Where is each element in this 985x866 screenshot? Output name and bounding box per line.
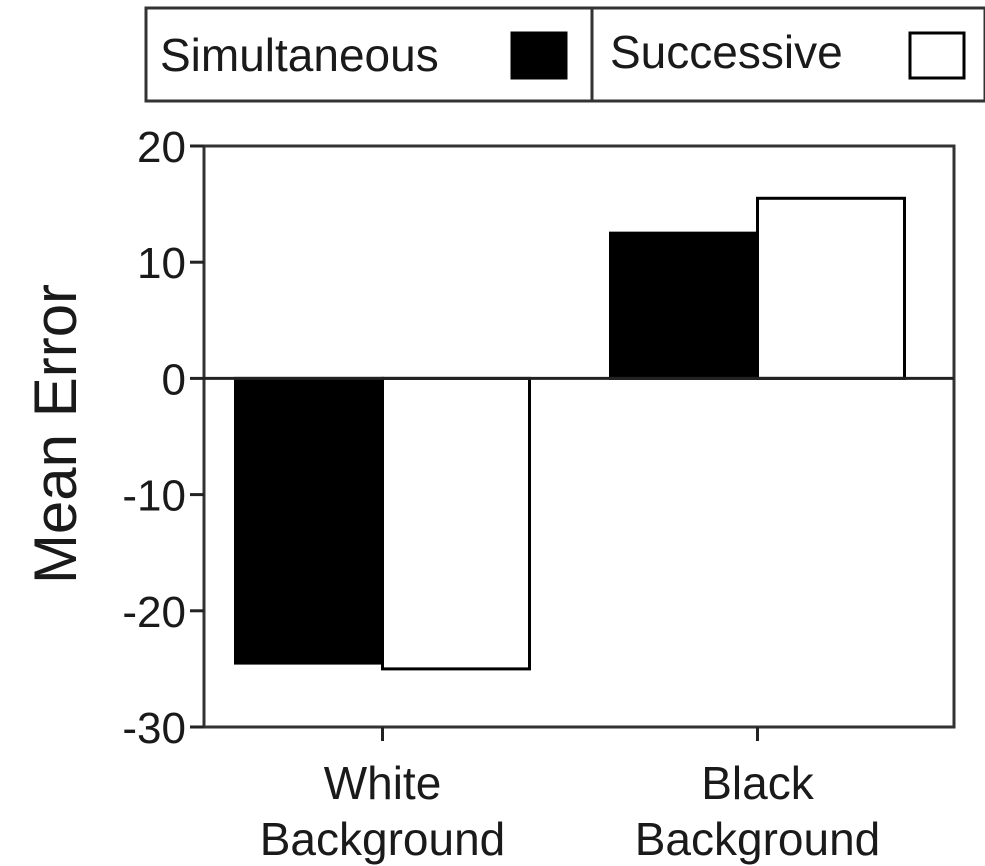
y-tick-label: 10: [137, 239, 186, 288]
y-tick-label: -20: [122, 588, 186, 637]
legend-label-successive: Successive: [610, 26, 843, 78]
y-tick-label: -30: [122, 704, 186, 753]
bar-successive-0: [381, 376, 531, 671]
bar-simultaneous-1: [609, 231, 759, 380]
x-axis-ticks: White Background Black Background: [260, 727, 881, 865]
x-tick-label: White Background: [260, 757, 506, 865]
y-axis-title: Mean Error: [22, 284, 89, 584]
y-tick-label: -10: [122, 472, 186, 521]
bars: [234, 196, 906, 671]
bar-successive-1: [756, 196, 906, 380]
y-tick-label: 0: [162, 355, 186, 404]
legend-swatch-successive: [908, 31, 966, 80]
bar-simultaneous-0: [234, 376, 384, 665]
legend: Simultaneous Successive: [144, 6, 985, 103]
y-tick-label: 20: [137, 123, 186, 172]
x-tick-label: Black Background: [635, 757, 881, 865]
legend-label-simultaneous: Simultaneous: [160, 29, 439, 81]
legend-swatch-simultaneous: [510, 31, 568, 80]
y-axis-ticks: 20 10 0 -10 -20 -30: [122, 123, 204, 753]
